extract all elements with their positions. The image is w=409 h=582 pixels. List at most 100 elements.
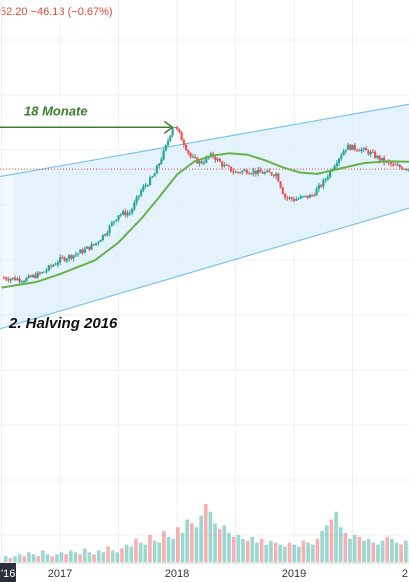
volume-bar-1 <box>8 558 13 562</box>
volume-bar-59 <box>278 544 283 562</box>
candle-body-139 <box>315 189 318 196</box>
candle-body-111 <box>252 170 255 174</box>
volume-bar-32 <box>152 540 157 562</box>
candle-body-83 <box>189 152 192 157</box>
arrow-head <box>163 120 174 134</box>
candle-body-34 <box>79 249 82 254</box>
volume-bar-14 <box>68 550 73 562</box>
candle-body-78 <box>178 128 181 133</box>
last-price: 52.20 <box>0 6 28 18</box>
candle-body-116 <box>263 172 266 174</box>
volume-bar-47 <box>222 525 227 562</box>
volume-bar-73 <box>343 533 348 562</box>
volume-bar-79 <box>371 542 376 562</box>
volume-bar-68 <box>320 531 324 562</box>
candle-body-115 <box>261 172 264 174</box>
candle-body-153 <box>346 144 350 150</box>
candle-body-46 <box>106 233 109 236</box>
candle-body-123 <box>279 181 282 188</box>
volume-bar-3 <box>17 554 22 562</box>
volume-bar-16 <box>78 554 82 562</box>
volume-bar-37 <box>176 527 180 562</box>
candle-body-42 <box>97 242 100 244</box>
candle-body-59 <box>135 197 138 203</box>
x-tick-label-4: 2 <box>402 568 408 580</box>
candle-body-162 <box>367 150 370 155</box>
candle-body-40 <box>92 244 95 246</box>
volume-bar-75 <box>352 534 357 562</box>
candle-body-9 <box>22 281 26 283</box>
candle-body-72 <box>164 145 167 151</box>
candle-body-49 <box>112 221 116 223</box>
volume-bar-55 <box>259 538 264 562</box>
candle-body-77 <box>175 126 179 129</box>
candle-body-62 <box>142 186 145 191</box>
candle-body-94 <box>214 156 217 161</box>
candle-body-126 <box>286 197 289 199</box>
candle-body-5 <box>13 277 17 281</box>
volume-bar-70 <box>329 519 334 562</box>
candle-body-141 <box>319 185 323 187</box>
volume-bar-39 <box>185 519 189 562</box>
candle-body-65 <box>148 177 152 186</box>
candle-body-41 <box>94 243 98 245</box>
candle-body-88 <box>200 161 203 164</box>
candle-body-54 <box>124 211 127 216</box>
candle-body-133 <box>301 196 305 198</box>
candle-body-17 <box>40 272 44 274</box>
candle-body-121 <box>274 173 278 177</box>
candle-body-110 <box>250 173 253 175</box>
volume-bar-62 <box>292 544 297 562</box>
candle-body-136 <box>308 194 311 198</box>
candle-body-85 <box>193 156 197 158</box>
candle-body-167 <box>378 155 381 161</box>
channel-upper-line <box>0 103 409 178</box>
candle-body-140 <box>317 185 320 190</box>
candle-body-81 <box>184 144 188 151</box>
candle-body-109 <box>247 173 251 175</box>
volume-bar-77 <box>362 540 366 562</box>
candle-body-149 <box>337 158 341 164</box>
candle-body-33 <box>76 253 80 255</box>
candle-body-66 <box>151 176 154 178</box>
volume-bar-8 <box>41 550 45 562</box>
volume-bar-26 <box>124 544 129 562</box>
candle-body-108 <box>245 169 248 174</box>
volume-bar-29 <box>138 542 143 562</box>
candle-body-89 <box>202 162 206 164</box>
candle-body-64 <box>146 185 149 187</box>
candle-body-57 <box>130 209 134 213</box>
candle-body-120 <box>272 174 275 177</box>
candle-body-90 <box>205 157 208 163</box>
volume-bar-44 <box>208 511 213 562</box>
volume-bar-76 <box>357 536 362 562</box>
candle-body-6 <box>16 278 19 281</box>
candle-body-1 <box>4 277 8 280</box>
moving-average-line <box>1 152 409 289</box>
candle-body-82 <box>187 150 190 153</box>
candle-body-37 <box>85 246 89 249</box>
candle-body-36 <box>83 248 86 253</box>
volume-bar-41 <box>194 527 199 562</box>
candle-body-47 <box>108 225 111 234</box>
candle-body-178 <box>403 169 406 171</box>
candle-body-99 <box>225 164 228 166</box>
candle-body-155 <box>351 144 354 150</box>
candle-body-61 <box>139 190 143 196</box>
candle-body-125 <box>283 194 287 198</box>
candle-body-173 <box>391 164 395 166</box>
price-header: 52.20 −46.13 (−0.67%) <box>0 6 113 18</box>
candle-body-102 <box>232 171 235 173</box>
candle-body-176 <box>398 165 401 168</box>
candle-body-160 <box>362 148 365 150</box>
candle-body-158 <box>358 150 361 152</box>
candle-body-172 <box>389 162 392 165</box>
candle-body-52 <box>119 214 122 216</box>
candle-body-20 <box>47 265 50 271</box>
candle-body-156 <box>353 144 356 150</box>
volume-bar-17 <box>82 548 87 562</box>
volume-bar-33 <box>157 542 162 562</box>
x-tick-highlight <box>0 563 16 582</box>
candle-body-63 <box>144 185 147 187</box>
candle-body-159 <box>360 149 363 152</box>
